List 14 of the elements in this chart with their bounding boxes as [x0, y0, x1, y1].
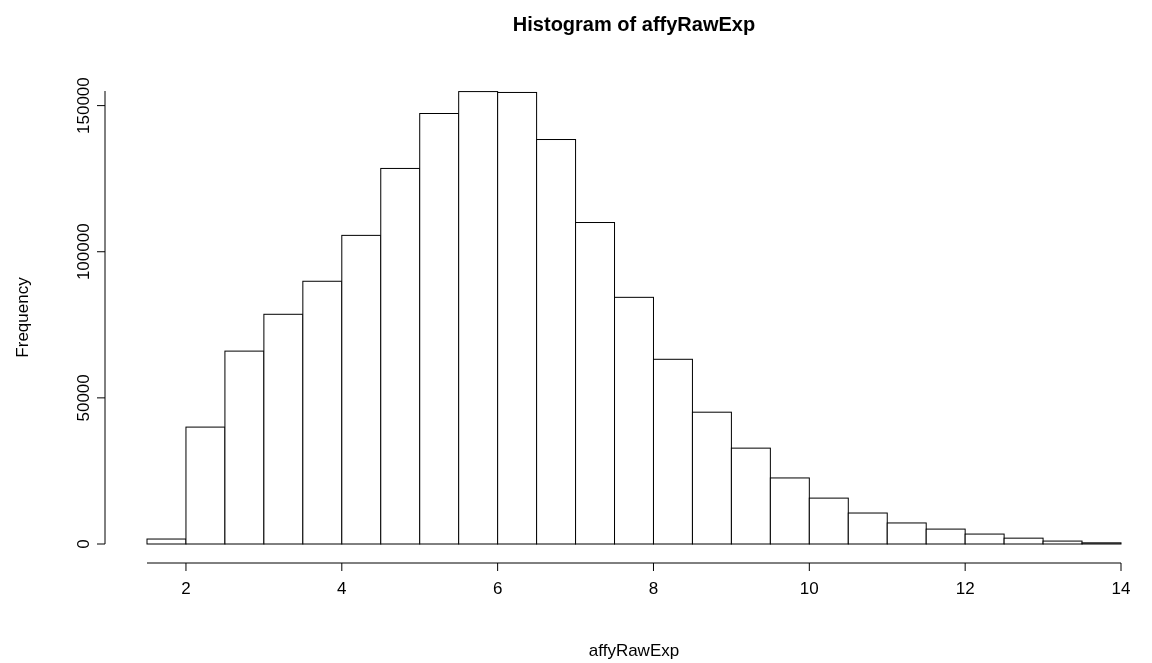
- chart-title: Histogram of affyRawExp: [512, 13, 756, 35]
- y-tick-label: 100000: [74, 223, 93, 281]
- x-tick-label: 10: [799, 579, 819, 598]
- x-tick-label: 12: [955, 579, 975, 598]
- x-tick-label: 2: [181, 579, 191, 598]
- x-tick-label: 6: [492, 579, 503, 598]
- x-tick-label: 4: [337, 579, 347, 598]
- y-tick-label: 0: [74, 539, 93, 549]
- y-tick-label: 50000: [74, 374, 93, 422]
- x-tick-label: 8: [648, 579, 659, 598]
- x-tick-label: 14: [1111, 579, 1131, 598]
- y-tick-label: 150000: [74, 77, 93, 134]
- x-axis-title: affyRawExp: [588, 641, 680, 660]
- y-axis-title: Frequency: [13, 276, 32, 358]
